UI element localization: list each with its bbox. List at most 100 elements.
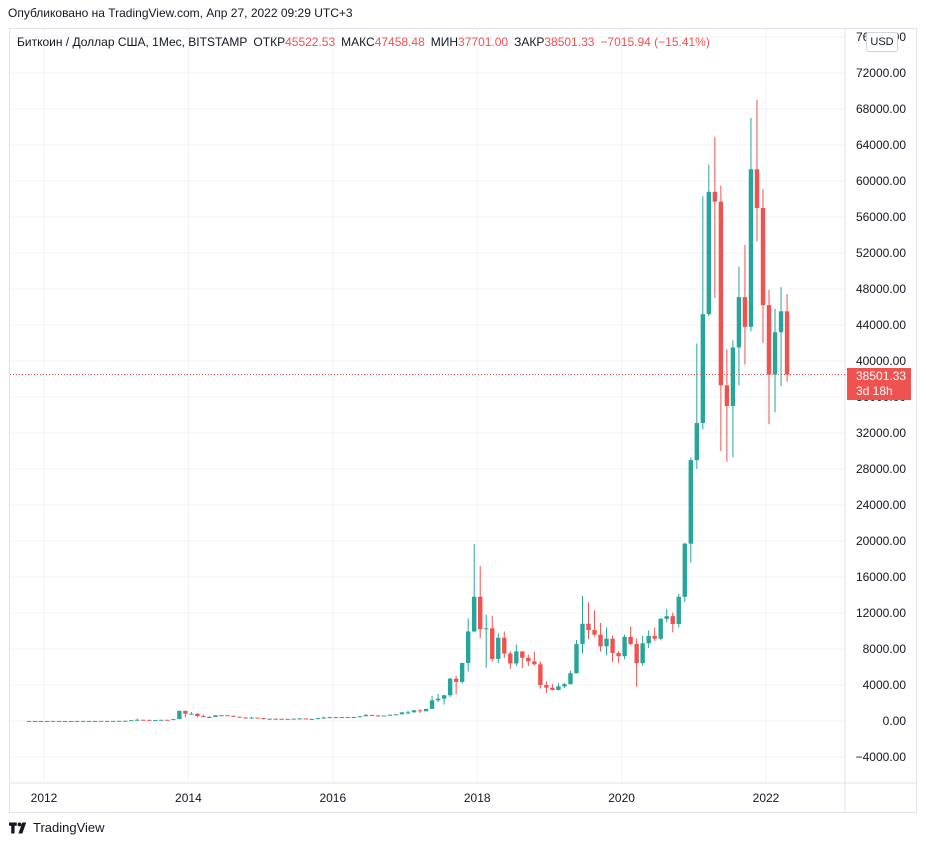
candle-body bbox=[74, 720, 80, 722]
candle-body bbox=[297, 718, 302, 720]
candle-body bbox=[598, 634, 603, 647]
candle-body bbox=[68, 720, 74, 722]
candle-body bbox=[32, 720, 38, 722]
price-tick-label: 4000.00 bbox=[863, 678, 907, 692]
price-tick-label: 28000.00 bbox=[856, 462, 906, 476]
price-tick-label: 32000.00 bbox=[856, 426, 906, 440]
candle-body bbox=[303, 718, 308, 720]
candle-body bbox=[574, 644, 579, 674]
candle-body bbox=[453, 678, 459, 682]
candle-body bbox=[285, 718, 290, 720]
candle-body bbox=[110, 720, 116, 722]
last-price-tag: 38501.33 3d 18h bbox=[847, 368, 911, 400]
candle-body bbox=[98, 720, 104, 722]
candle-body bbox=[628, 636, 633, 645]
price-tick-label: 48000.00 bbox=[856, 282, 906, 296]
candle-body bbox=[742, 297, 748, 327]
currency-button[interactable]: USD bbox=[866, 32, 898, 52]
candle-body bbox=[465, 631, 471, 663]
time-axis: 2012 2014 2016 2018 2020 2022 bbox=[31, 791, 780, 805]
price-tick-label: 12000.00 bbox=[856, 606, 906, 620]
candle-body bbox=[568, 673, 573, 685]
candle-body bbox=[502, 637, 507, 654]
symbol-title: Биткоин / Доллар США, 1Мес, BITSTAMP bbox=[17, 35, 248, 49]
candle-body bbox=[760, 208, 766, 306]
candle-body bbox=[345, 717, 351, 719]
candles bbox=[26, 100, 790, 722]
candle-body bbox=[92, 720, 98, 722]
price-tick-label: 0.00 bbox=[883, 714, 907, 728]
candle-body bbox=[363, 714, 369, 717]
candle-body bbox=[688, 460, 693, 544]
candle-body bbox=[484, 628, 489, 630]
candle-body bbox=[514, 651, 519, 664]
candle-body bbox=[652, 635, 657, 639]
candle-body bbox=[538, 664, 543, 685]
last-price-value: 38501.33 bbox=[856, 369, 907, 383]
candle-body bbox=[86, 720, 92, 722]
price-tick-label: 72000.00 bbox=[856, 66, 906, 80]
candle-body bbox=[658, 618, 663, 639]
candle-body bbox=[56, 720, 62, 722]
candle-body bbox=[724, 385, 730, 406]
candle-body bbox=[423, 708, 429, 712]
candle-body bbox=[544, 685, 549, 688]
tradingview-logo[interactable]: TradingView bbox=[9, 820, 105, 835]
candle-body bbox=[532, 661, 537, 665]
price-tick-label: 64000.00 bbox=[856, 138, 906, 152]
candle-body bbox=[784, 311, 790, 375]
candle-body bbox=[508, 653, 513, 664]
candle-body bbox=[610, 638, 615, 654]
time-tick-label: 2016 bbox=[319, 791, 346, 805]
candle-body bbox=[441, 695, 447, 699]
candle-body bbox=[381, 715, 387, 717]
candle-body bbox=[580, 623, 585, 645]
candle-body bbox=[267, 718, 272, 720]
candle-body bbox=[375, 715, 381, 717]
candle-body bbox=[279, 718, 284, 720]
candle-body bbox=[255, 717, 260, 719]
symbol-legend: Биткоин / Доллар США, 1Мес, BITSTAMP ОТКР… bbox=[17, 35, 710, 49]
candle-body bbox=[772, 332, 778, 375]
candle-body bbox=[135, 719, 140, 721]
candle-body bbox=[339, 717, 345, 719]
low-label: МИН bbox=[430, 35, 459, 49]
candle-body bbox=[357, 716, 363, 718]
candle-body bbox=[417, 710, 423, 712]
chart-grid bbox=[10, 29, 916, 812]
candle-body bbox=[562, 684, 567, 687]
candle-body bbox=[261, 718, 266, 720]
tradingview-brand: TradingView bbox=[33, 820, 105, 835]
candle-body bbox=[664, 616, 669, 619]
candle-body bbox=[670, 616, 675, 624]
candle-body bbox=[730, 347, 736, 406]
candle-body bbox=[80, 720, 86, 722]
candle-body bbox=[213, 715, 218, 717]
candle-body bbox=[50, 720, 56, 722]
candle-body bbox=[646, 635, 651, 644]
candle-body bbox=[201, 716, 206, 718]
candle-body bbox=[399, 712, 405, 715]
price-tick-label: 56000.00 bbox=[856, 210, 906, 224]
candle-body bbox=[435, 698, 441, 701]
candle-body bbox=[387, 714, 393, 716]
candle-body bbox=[333, 717, 339, 719]
close-label: ЗАКР bbox=[514, 35, 545, 49]
candle-body bbox=[405, 712, 411, 714]
candle-body bbox=[694, 423, 700, 461]
candle-body bbox=[219, 715, 224, 717]
candle-body bbox=[315, 718, 320, 720]
candle-body bbox=[44, 720, 50, 722]
candle-body bbox=[766, 305, 772, 375]
price-tick-label: −4000.00 bbox=[856, 750, 907, 764]
candle-body bbox=[351, 716, 357, 718]
open-value: 45522.53 bbox=[285, 35, 336, 49]
candle-body bbox=[195, 713, 200, 717]
price-tick-label: 60000.00 bbox=[856, 174, 906, 188]
bar-countdown: 3d 18h bbox=[856, 384, 893, 398]
candle-body bbox=[616, 653, 621, 657]
candle-body bbox=[393, 714, 399, 716]
candle-body bbox=[526, 657, 531, 662]
candle-body bbox=[429, 700, 435, 709]
